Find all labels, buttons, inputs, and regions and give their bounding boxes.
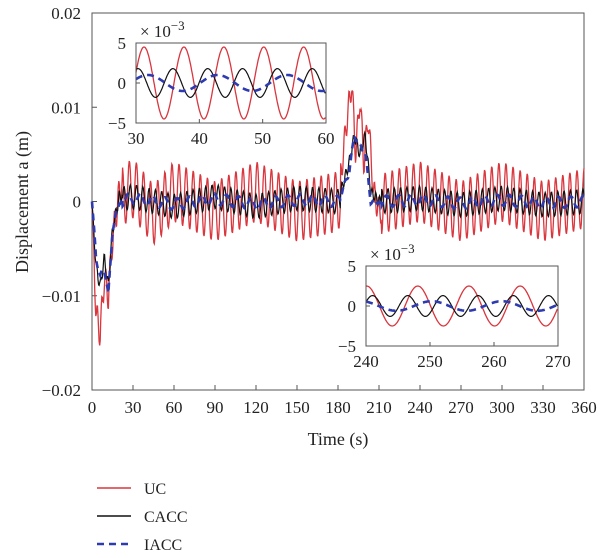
inset-y-tick-label: 5 xyxy=(118,34,127,53)
inset-scale-label: × 10−3 xyxy=(140,18,185,41)
inset-y-tick-label: 0 xyxy=(348,297,357,316)
x-tick-label: 360 xyxy=(571,398,597,417)
x-axis-title: Time (s) xyxy=(308,429,369,450)
x-tick-label: 90 xyxy=(207,398,224,417)
y-tick-label: 0 xyxy=(73,193,82,212)
inset-x-tick-label: 250 xyxy=(417,352,443,371)
inset-x-tick-label: 50 xyxy=(254,129,271,148)
series-line-cacc xyxy=(91,130,585,287)
inset-scale-label: × 10−3 xyxy=(370,241,415,264)
legend-label-cacc: CACC xyxy=(144,509,188,526)
y-tick-label: −0.01 xyxy=(42,287,81,306)
inset-y-tick-label: 0 xyxy=(118,74,127,93)
y-tick-label: 0.02 xyxy=(51,4,81,23)
inset-240-270: 240 250 260 270 −5 0 5 × 10−3 xyxy=(338,241,571,371)
inset-y-tick-label: −5 xyxy=(338,337,356,356)
y-tick-label: −0.02 xyxy=(42,381,81,400)
series-line-iacc xyxy=(90,136,585,294)
x-tick-label: 240 xyxy=(407,398,433,417)
inset-series-uc xyxy=(365,285,558,327)
legend: UC CACC IACC xyxy=(97,481,188,554)
inset-y-tick-label: 5 xyxy=(348,257,357,276)
y-axis-title: Displacement a (m) xyxy=(12,131,33,273)
y-tick-label: 0.01 xyxy=(51,98,81,117)
inset-scale-exponent: −3 xyxy=(401,241,415,256)
inset-y-tick-label: −5 xyxy=(108,114,126,133)
inset-frame-30-60 xyxy=(135,42,327,124)
inset-x-tick-label: 60 xyxy=(318,129,335,148)
x-tick-label: 120 xyxy=(243,398,269,417)
x-tick-label: 150 xyxy=(284,398,310,417)
inset-30-60: 30 40 50 60 −5 0 5 × 10−3 xyxy=(108,18,335,148)
inset-series-uc xyxy=(135,46,326,120)
inset-scale-exponent: −3 xyxy=(171,18,185,33)
inset-series-iacc xyxy=(365,299,558,313)
x-tick-label: 270 xyxy=(448,398,474,417)
legend-label-iacc: IACC xyxy=(144,537,182,554)
inset-x-tick-label: 260 xyxy=(481,352,507,371)
inset-x-tick-label: 40 xyxy=(191,129,208,148)
x-tick-label: 30 xyxy=(125,398,142,417)
x-tick-label: 330 xyxy=(530,398,556,417)
inset-series-cacc xyxy=(135,67,326,99)
inset-series-cacc xyxy=(365,295,558,317)
inset-x-tick-label: 30 xyxy=(128,129,145,148)
inset-frame-240-270 xyxy=(365,265,559,347)
main-axis-ticks: 0 30 60 90 120 150 180 210 240 270 300 330 360−0.02−… xyxy=(42,4,597,417)
x-tick-label: 60 xyxy=(166,398,183,417)
inset-x-tick-label: 270 xyxy=(545,352,571,371)
x-tick-label: 300 xyxy=(489,398,515,417)
legend-label-uc: UC xyxy=(144,481,166,498)
inset-background xyxy=(366,266,558,346)
inset-x-tick-label: 240 xyxy=(353,352,379,371)
main-series-lines xyxy=(90,89,585,346)
x-tick-label: 0 xyxy=(88,398,97,417)
x-tick-label: 210 xyxy=(366,398,392,417)
x-tick-label: 180 xyxy=(325,398,351,417)
